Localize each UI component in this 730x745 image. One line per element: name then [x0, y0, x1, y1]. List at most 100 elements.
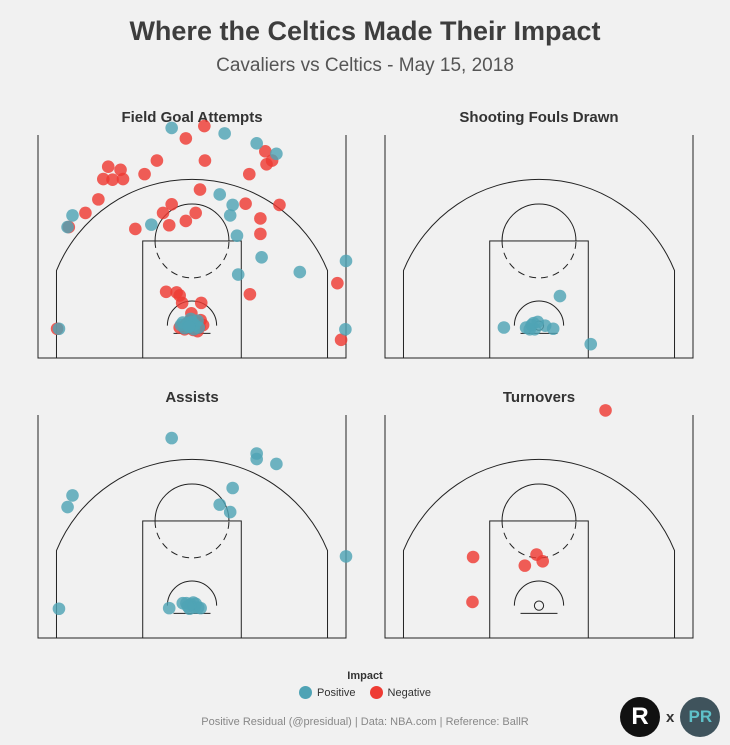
- shot-point-positive: [213, 188, 227, 201]
- shot-point-negative: [79, 206, 92, 220]
- shot-point-positive: [52, 322, 66, 336]
- logos: R x PR: [620, 697, 721, 737]
- shot-point-positive: [230, 229, 244, 243]
- shot-point-negative: [331, 276, 344, 290]
- shot-point-negative: [138, 167, 151, 181]
- shot-point-positive: [255, 250, 268, 264]
- shot-point-negative: [116, 172, 130, 186]
- shot-point-positive: [194, 601, 207, 615]
- shot-point-negative: [466, 595, 479, 609]
- shot-point-positive: [66, 209, 79, 222]
- legend-title: Impact: [347, 670, 383, 682]
- legend-label-negative: Negative: [387, 686, 431, 699]
- restricted-area: [166, 300, 218, 326]
- paint-area: [489, 520, 589, 639]
- shot-point-negative: [254, 212, 267, 225]
- paint-area: [489, 240, 589, 359]
- shot-point-positive: [339, 550, 353, 563]
- shot-point-negative: [536, 555, 549, 568]
- shot-point-negative: [189, 206, 202, 220]
- legend-item-negative: Negative: [369, 686, 431, 699]
- shot-point-positive: [293, 265, 307, 279]
- shot-point-positive: [181, 599, 194, 613]
- court-panel-4: Turnovers: [384, 389, 694, 639]
- shot-point-negative: [101, 160, 115, 174]
- shot-point-positive: [52, 602, 66, 616]
- shot-point-positive: [218, 127, 231, 140]
- shot-point-positive: [339, 323, 352, 336]
- shot-point-negative: [175, 296, 189, 310]
- ballr-logo: R: [620, 697, 660, 737]
- positive-residual-logo: PR: [680, 697, 721, 737]
- free-throw-circle-bottom: [501, 240, 577, 279]
- legend-label-positive: Positive: [317, 686, 356, 699]
- chart-subtitle: Cavaliers vs Celtics - May 15, 2018: [216, 55, 514, 76]
- shot-point-positive: [546, 322, 560, 336]
- shot-point-negative: [254, 227, 267, 241]
- footer-credits: Positive Residual (@presidual) | Data: N…: [201, 716, 529, 728]
- shot-point-negative: [242, 167, 256, 181]
- shot-point-negative: [198, 119, 211, 133]
- shot-point-negative: [129, 222, 142, 236]
- shot-point-negative: [518, 559, 532, 572]
- shot-point-negative: [243, 287, 257, 301]
- shot-point-positive: [250, 137, 263, 150]
- paint-area: [142, 520, 242, 639]
- shot-point-positive: [61, 500, 74, 514]
- shot-point-positive: [226, 481, 239, 495]
- restricted-area: [513, 300, 565, 326]
- shot-point-negative: [239, 197, 252, 210]
- shot-point-positive: [250, 452, 263, 466]
- shot-point-negative: [194, 296, 208, 310]
- shot-point-negative: [156, 206, 170, 220]
- panel-title: Field Goal Attempts: [121, 109, 262, 126]
- shot-point-negative: [334, 333, 348, 347]
- shot-point-positive: [270, 457, 283, 471]
- logo-separator: x: [666, 708, 675, 726]
- shot-point-positive: [182, 320, 196, 334]
- shot-point-negative: [170, 286, 183, 299]
- three-point-line: [55, 458, 329, 638]
- restricted-area: [166, 580, 218, 606]
- shot-point-negative: [179, 214, 193, 228]
- chart-title: Where the Celtics Made Their Impact: [129, 16, 601, 46]
- three-point-line: [55, 178, 329, 358]
- free-throw-circle-top: [501, 203, 577, 241]
- free-throw-circle-bottom: [154, 240, 230, 279]
- shot-point-negative: [193, 183, 207, 196]
- shot-point-negative: [106, 173, 119, 186]
- shot-point-positive: [270, 147, 283, 161]
- shot-point-negative: [273, 198, 286, 212]
- shot-point-negative: [165, 198, 178, 211]
- court-boundary: [384, 415, 694, 639]
- court-panel-1: Field Goal Attempts: [37, 109, 353, 359]
- shot-point-positive: [61, 220, 74, 234]
- shot-point-positive: [145, 218, 158, 231]
- shot-point-negative: [150, 154, 164, 167]
- shot-point-positive: [231, 268, 245, 281]
- shot-point-positive: [165, 121, 178, 135]
- hoop: [533, 600, 545, 611]
- restricted-area: [513, 580, 565, 606]
- free-throw-circle-top: [154, 203, 230, 241]
- court-panel-2: Shooting Fouls Drawn: [384, 109, 694, 359]
- shot-point-positive: [584, 337, 598, 351]
- panel-title: Shooting Fouls Drawn: [459, 109, 618, 126]
- shot-point-negative: [466, 550, 480, 564]
- shot-point-negative: [162, 218, 176, 232]
- shot-point-positive: [223, 505, 237, 519]
- panel-title: Assists: [165, 389, 218, 406]
- shot-point-positive: [162, 601, 176, 615]
- shot-point-positive: [66, 489, 79, 502]
- shot-point-positive: [339, 254, 353, 268]
- legend-swatch-positive: [299, 686, 313, 699]
- legend: Positive Negative: [0, 686, 730, 699]
- shot-point-positive: [192, 321, 206, 334]
- shot-point-negative: [96, 172, 110, 186]
- free-throw-circle-bottom: [154, 520, 230, 559]
- paint-area: [142, 240, 242, 359]
- legend-swatch-negative: [369, 686, 383, 699]
- shot-point-negative: [179, 132, 193, 145]
- three-point-line: [402, 458, 676, 638]
